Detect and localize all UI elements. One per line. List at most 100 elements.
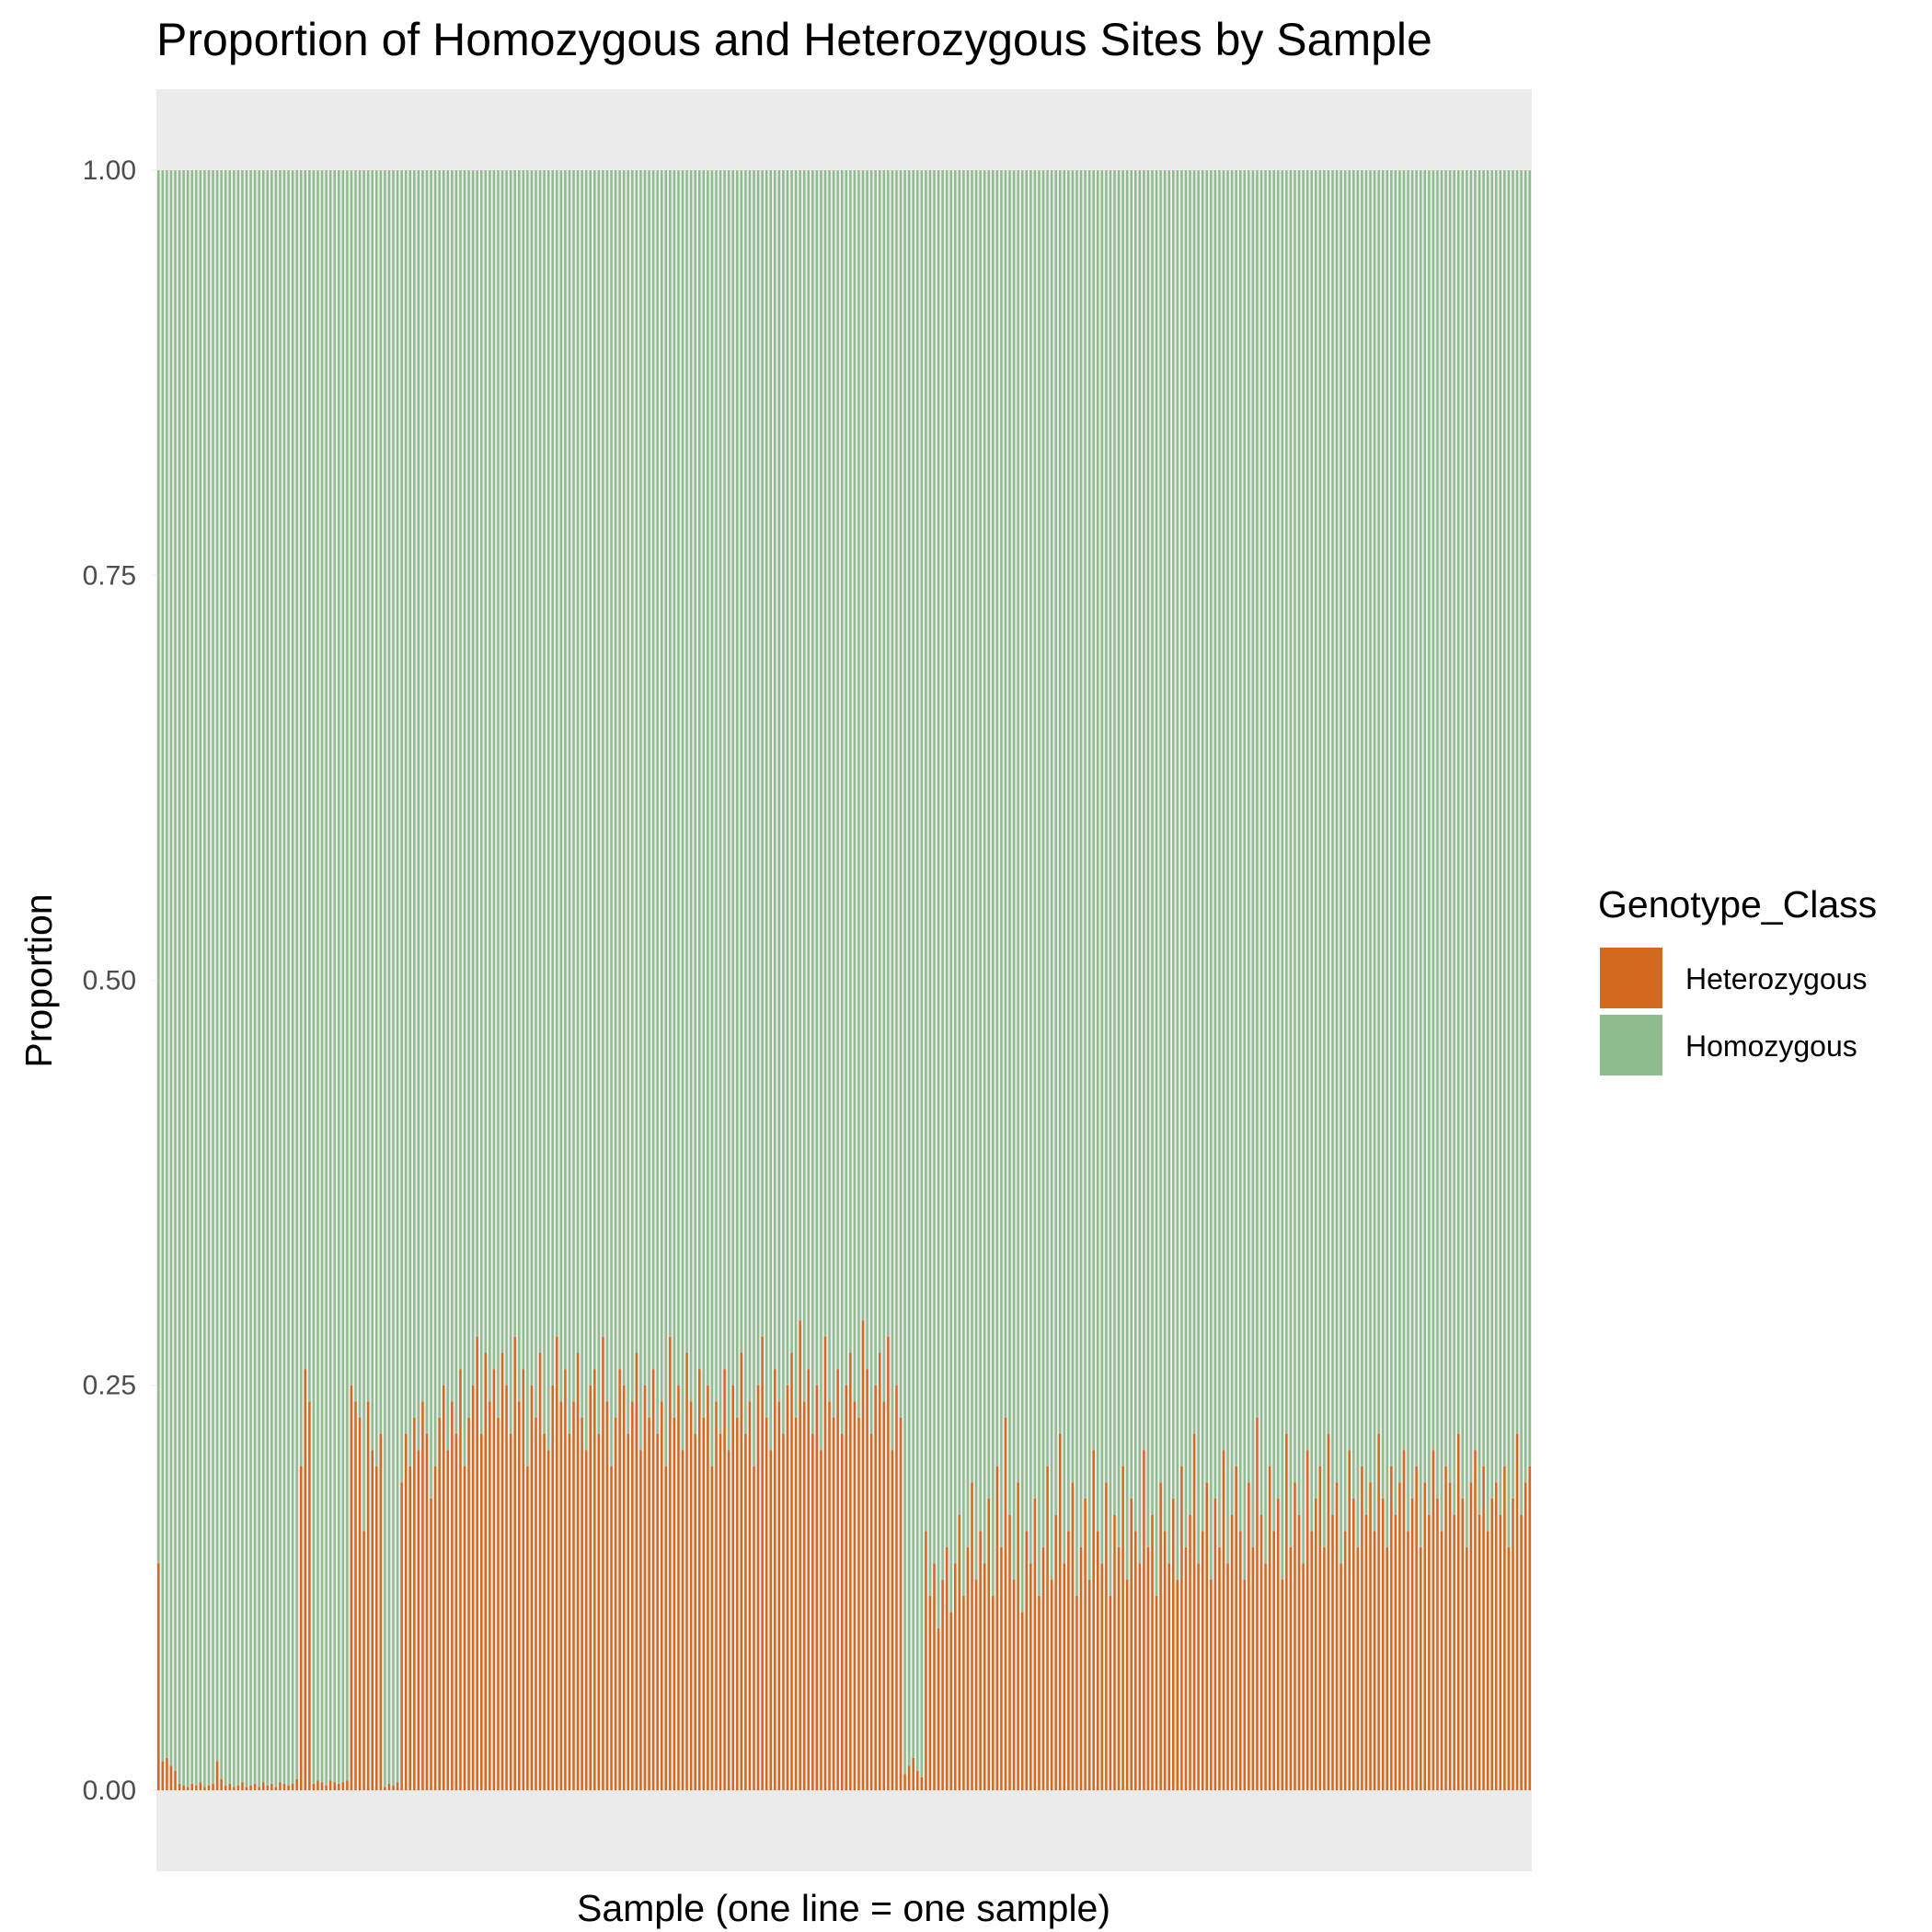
- bar-heterozygous: [1092, 1450, 1095, 1790]
- bar-heterozygous: [912, 1757, 914, 1790]
- bar-homozygous: [756, 170, 760, 1386]
- bar-heterozygous: [1264, 1563, 1267, 1790]
- bar-heterozygous: [1172, 1498, 1175, 1790]
- bar-heterozygous: [207, 1785, 211, 1790]
- bar-homozygous: [559, 170, 563, 1402]
- bar-homozygous: [589, 170, 592, 1386]
- bar-homozygous: [1025, 170, 1029, 1532]
- bar-heterozygous: [1294, 1482, 1296, 1790]
- bar-homozygous: [685, 170, 688, 1353]
- bar-heterozygous: [500, 1352, 504, 1790]
- bar-homozygous: [1440, 170, 1443, 1532]
- bar-heterozygous: [1155, 1595, 1158, 1790]
- bar-homozygous: [937, 170, 940, 1628]
- bar-homozygous: [899, 170, 903, 1418]
- bar-heterozygous: [815, 1385, 819, 1790]
- bar-homozygous: [425, 170, 429, 1434]
- bar-heterozygous: [1029, 1563, 1032, 1790]
- bar-heterozygous: [878, 1352, 881, 1790]
- bar-heterozygous: [1071, 1482, 1075, 1790]
- bar-heterozygous: [669, 1336, 672, 1790]
- bar-heterozygous: [916, 1770, 919, 1790]
- bar-homozygous: [1310, 170, 1313, 1532]
- bar-homozygous: [1331, 170, 1334, 1515]
- bar-heterozygous: [316, 1780, 319, 1790]
- bar-homozygous: [1343, 170, 1347, 1532]
- bar-heterozygous: [572, 1401, 575, 1790]
- bar-homozygous: [639, 170, 642, 1451]
- bar-heterozygous: [1205, 1482, 1209, 1790]
- bar-heterozygous: [907, 1765, 911, 1790]
- bar-heterozygous: [1218, 1547, 1221, 1790]
- bar-homozygous: [1507, 170, 1511, 1547]
- bar-homozygous: [182, 170, 185, 1786]
- bar-homozygous: [224, 170, 227, 1786]
- bar-heterozygous: [1210, 1580, 1213, 1790]
- bar-heterozygous: [224, 1785, 227, 1790]
- bar-homozygous: [379, 170, 383, 1434]
- bar-homozygous: [920, 170, 924, 1777]
- bar-heterozygous: [522, 1369, 525, 1790]
- bar-homozygous: [673, 170, 676, 1418]
- bar-heterozygous: [899, 1417, 903, 1790]
- bar-homozygous: [1490, 170, 1493, 1499]
- bar-heterozygous: [1285, 1433, 1288, 1790]
- bar-homozygous: [1323, 170, 1326, 1547]
- bar-homozygous: [199, 170, 202, 1783]
- bar-heterozygous: [790, 1352, 793, 1790]
- bar-heterozygous: [467, 1417, 470, 1790]
- bar-homozygous: [1369, 170, 1372, 1483]
- bar-heterozygous: [677, 1385, 680, 1790]
- bar-homozygous: [1197, 170, 1200, 1564]
- bar-heterozygous: [404, 1433, 408, 1790]
- bar-homozygous: [505, 170, 508, 1386]
- bar-heterozygous: [1315, 1498, 1317, 1790]
- bar-heterozygous: [845, 1385, 848, 1790]
- bar-homozygous: [1456, 170, 1460, 1434]
- bar-homozygous: [811, 170, 814, 1434]
- bar-homozygous: [471, 170, 475, 1386]
- bar-heterozygous: [1100, 1563, 1104, 1790]
- bar-homozygous: [777, 170, 781, 1402]
- bar-homozygous: [467, 170, 470, 1418]
- bar-heterozygous: [530, 1385, 534, 1790]
- bar-heterozygous: [366, 1401, 370, 1790]
- bar-heterozygous: [245, 1787, 248, 1790]
- bar-homozygous: [1084, 170, 1087, 1499]
- bar-homozygous: [689, 170, 693, 1402]
- bar-homozygous: [710, 170, 714, 1466]
- bar-heterozygous: [1008, 1514, 1011, 1790]
- bar-homozygous: [1167, 170, 1170, 1564]
- bar-homozygous: [400, 170, 403, 1483]
- bar-heterozygous: [320, 1782, 324, 1790]
- bar-homozygous: [1386, 170, 1389, 1547]
- bar-homozygous: [1453, 170, 1455, 1515]
- bar-heterozygous: [1410, 1498, 1414, 1790]
- bar-heterozygous: [664, 1466, 668, 1790]
- bar-heterozygous: [605, 1401, 609, 1790]
- bar-homozygous: [941, 170, 944, 1581]
- bar-heterozygous: [1528, 1466, 1531, 1790]
- bar-heterozygous: [1268, 1466, 1271, 1790]
- bar-heterozygous: [433, 1466, 437, 1790]
- bar-heterozygous: [832, 1417, 835, 1790]
- bar-homozygous: [320, 170, 324, 1783]
- bar-heterozygous: [166, 1757, 168, 1790]
- bar-homozygous: [1201, 170, 1204, 1532]
- chart-title: Proportion of Homozygous and Heterozygou…: [156, 14, 1432, 65]
- bar-homozygous: [1067, 170, 1070, 1532]
- bar-homozygous: [765, 170, 768, 1418]
- bar-homozygous: [1432, 170, 1435, 1451]
- bar-heterozygous: [673, 1417, 676, 1790]
- bar-heterozygous: [1050, 1580, 1053, 1790]
- bar-heterozygous: [1020, 1612, 1024, 1790]
- bar-heterozygous: [1125, 1580, 1129, 1790]
- bar-homozygous: [656, 170, 659, 1434]
- bar-homozygous: [694, 170, 696, 1434]
- bar-homozygous: [1390, 170, 1393, 1466]
- bar-homozygous: [1402, 170, 1406, 1451]
- bar-homozygous: [1469, 170, 1473, 1483]
- bar-heterozygous: [1025, 1531, 1029, 1790]
- bar-homozygous: [874, 170, 877, 1386]
- bar-heterozygous: [937, 1627, 940, 1790]
